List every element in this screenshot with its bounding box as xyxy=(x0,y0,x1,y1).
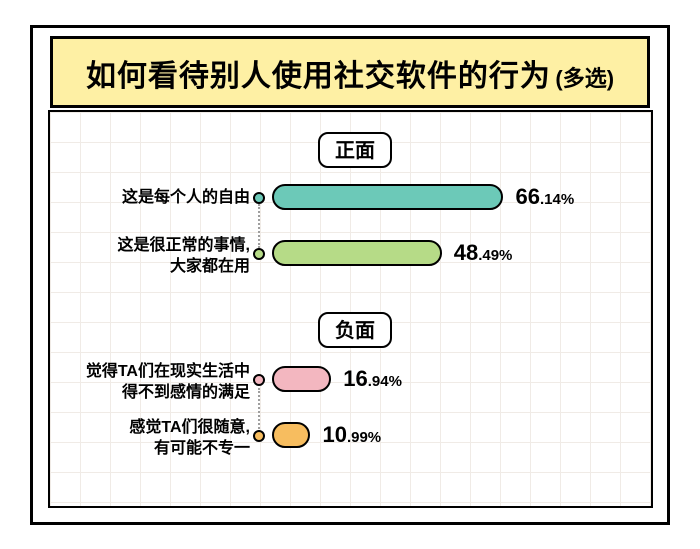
bar-label: 感觉TA们很随意, 有可能不专一 xyxy=(50,418,250,460)
bar xyxy=(272,422,310,448)
bar xyxy=(272,184,503,210)
marker-dot xyxy=(253,192,265,204)
bar-label: 这是每个人的自由 xyxy=(50,188,250,209)
bar-value: 48.49% xyxy=(454,240,513,266)
bar-value: 16.94% xyxy=(343,366,402,392)
bar xyxy=(272,366,331,392)
title-main: 如何看待别人使用社交软件的行为 xyxy=(86,60,551,93)
bar-row: 这是每个人的自由 66.14% xyxy=(50,184,651,238)
bar xyxy=(272,240,442,266)
bar-row: 这是很正常的事情, 大家都在用48.49% xyxy=(50,240,651,294)
bar-label: 这是很正常的事情, 大家都在用 xyxy=(50,236,250,278)
bar-value: 66.14% xyxy=(515,184,574,210)
marker-dot xyxy=(253,374,265,386)
group-badge-negative: 负面 xyxy=(318,312,392,348)
marker-dot xyxy=(253,430,265,442)
chart-area: 正面这是每个人的自由66.14%这是很正常的事情, 大家都在用48.49%负面觉… xyxy=(48,110,653,508)
bar-value: 10.99% xyxy=(322,422,381,448)
title-box: 如何看待别人使用社交软件的行为 (多选) xyxy=(50,36,650,108)
bar-row: 觉得TA们在现实生活中 得不到感情的满足16.94% xyxy=(50,366,651,420)
marker-dot xyxy=(253,248,265,260)
title-sub: (多选) xyxy=(555,66,614,91)
group-badge-positive: 正面 xyxy=(318,132,392,168)
bar-row: 感觉TA们很随意, 有可能不专一10.99% xyxy=(50,422,651,476)
bar-label: 觉得TA们在现实生活中 得不到感情的满足 xyxy=(50,362,250,404)
